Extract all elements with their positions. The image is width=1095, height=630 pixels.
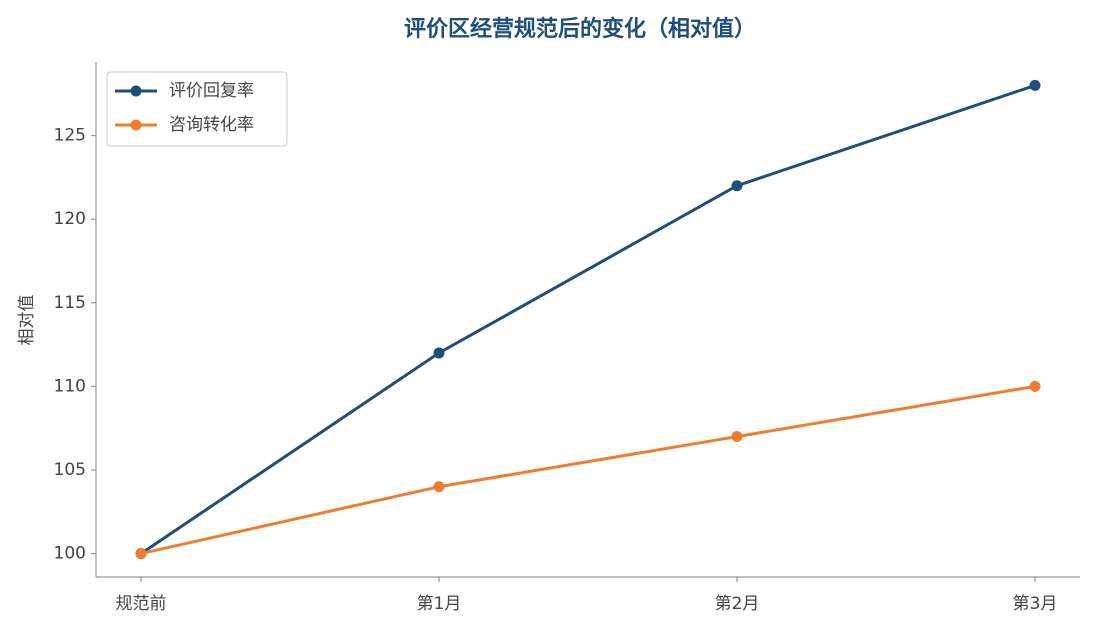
y-tick-label: 105 [54, 460, 86, 480]
legend-label: 咨询转化率 [169, 115, 254, 135]
x-tick-label: 规范前 [116, 594, 167, 614]
series-marker [433, 481, 445, 493]
y-axis-label: 相对值 [17, 295, 37, 346]
y-tick-label: 115 [54, 293, 86, 313]
series-marker [433, 347, 445, 359]
series-line [140, 83, 1036, 555]
series-marker [1029, 380, 1041, 392]
series-marker [135, 548, 147, 560]
x-tick-label: 第1月 [417, 594, 462, 614]
series-marker [1029, 79, 1041, 91]
x-tick-label: 第3月 [1013, 594, 1058, 614]
chart-title: 评价区经营规范后的变化（相对值） [404, 16, 756, 42]
y-tick-label: 125 [54, 126, 86, 146]
x-tick-label: 第2月 [715, 594, 760, 614]
y-tick-label: 120 [54, 209, 86, 229]
legend-label: 评价回复率 [169, 81, 254, 101]
y-tick-label: 100 [54, 544, 86, 564]
legend-marker [130, 85, 142, 97]
series-marker [731, 431, 743, 443]
series-line [140, 384, 1036, 556]
y-tick-label: 110 [54, 376, 86, 396]
series-marker [731, 180, 743, 192]
legend-marker [130, 119, 142, 131]
